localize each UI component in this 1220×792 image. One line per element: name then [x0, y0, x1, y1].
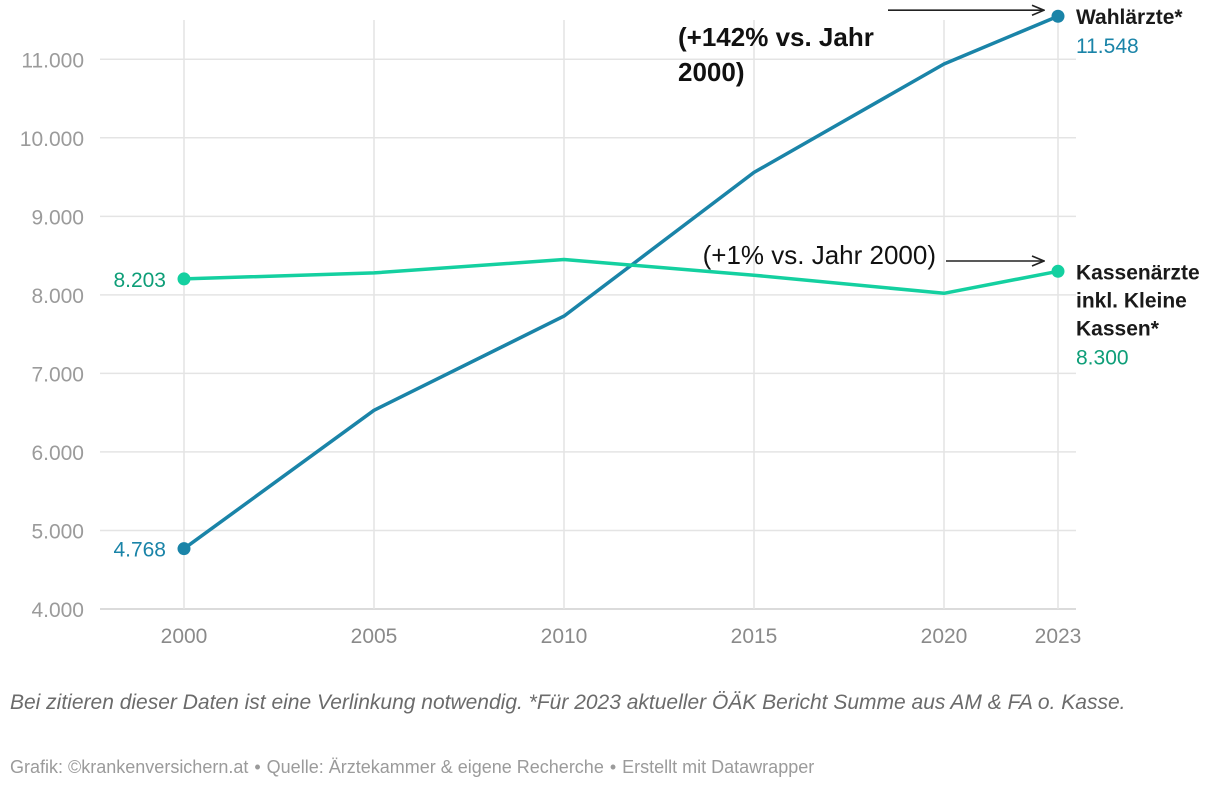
series-line-kassenaerzte — [182, 257, 1060, 296]
series-name-label: Kassen* — [1076, 317, 1160, 340]
data-point-marker — [177, 272, 191, 286]
citation-note: Bei zitieren dieser Daten ist eine Verli… — [10, 691, 1126, 714]
credits-line: Grafik: ©krankenversichern.at • Quelle: Är… — [10, 757, 1200, 778]
series-name-label: Kassenärzte — [1076, 261, 1200, 284]
series — [177, 9, 1065, 556]
y-tick-label: 9.000 — [31, 206, 84, 229]
line-chart: 4.000 5.000 6.000 7.000 8.000 9.000 10.000 11.0… — [20, 0, 1200, 648]
series-name-label: Wahlärzte* — [1076, 6, 1183, 29]
y-tick-label: 11.000 — [21, 49, 84, 72]
annotation-wahlaerzte: 2000) — [678, 57, 745, 87]
x-tick-label: 2020 — [921, 625, 968, 648]
labels: 4.768 8.203 Wahlärzte* 11.548 Kassenärzte ink… — [113, 6, 1200, 562]
series-line-wahlaerzte — [182, 14, 1060, 551]
x-tick-label: 2010 — [541, 625, 588, 648]
x-tick-label: 2000 — [161, 625, 208, 648]
gridlines — [100, 20, 1076, 610]
x-tick-label: 2005 — [351, 625, 398, 648]
y-tick-label: 7.000 — [31, 363, 84, 386]
credit-erstellt: Erstellt mit Datawrapper — [622, 757, 815, 777]
series-name-label: inkl. Kleine — [1076, 289, 1187, 312]
data-point-marker — [177, 542, 191, 556]
y-tick-label: 10.000 — [20, 128, 84, 151]
y-tick-label: 6.000 — [31, 442, 84, 465]
x-tick-label: 2015 — [731, 625, 778, 648]
annotation-kassenaerzte: (+1% vs. Jahr 2000) — [703, 240, 936, 270]
credit-grafik: Grafik: ©krankenversichern.at — [10, 757, 249, 777]
end-value-label: 8.300 — [1076, 346, 1129, 369]
start-value-label: 8.203 — [113, 269, 166, 292]
axes: 4.000 5.000 6.000 7.000 8.000 9.000 10.000 11.0… — [20, 49, 1082, 648]
y-tick-label: 4.000 — [31, 599, 84, 622]
data-point-marker — [1051, 264, 1065, 278]
annotation-wahlaerzte: (+142% vs. Jahr — [678, 22, 874, 52]
credit-separator: • — [254, 757, 261, 777]
y-tick-label: 8.000 — [31, 285, 84, 308]
end-value-label: 11.548 — [1076, 35, 1139, 58]
y-tick-label: 5.000 — [31, 520, 84, 543]
start-value-label: 4.768 — [113, 539, 166, 562]
data-point-marker — [1051, 9, 1065, 23]
credit-quelle: Quelle: Ärztekammer & eigene Recherche — [266, 757, 604, 777]
credit-separator: • — [609, 757, 617, 777]
x-tick-label: 2023 — [1035, 625, 1082, 648]
